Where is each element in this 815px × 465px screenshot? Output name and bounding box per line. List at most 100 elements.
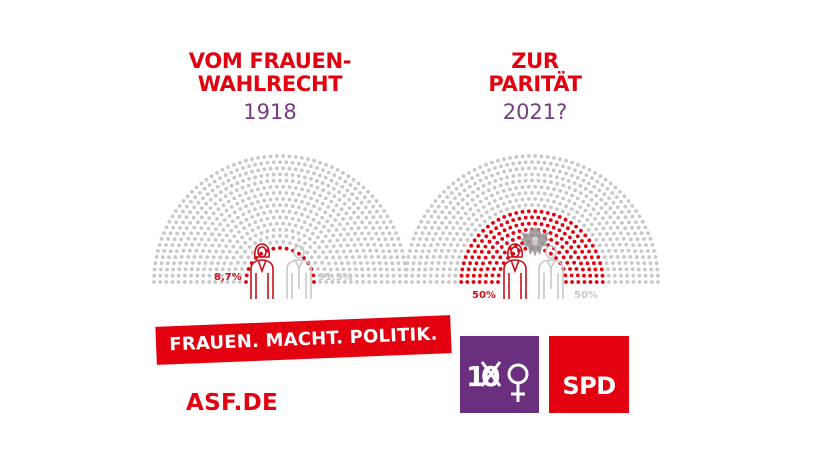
seat-men: [246, 255, 251, 260]
seat-men: [197, 191, 202, 195]
seat-men: [351, 177, 356, 182]
website-link[interactable]: ASF.DE: [186, 390, 279, 416]
seat-men: [612, 273, 617, 278]
seat-men: [567, 199, 571, 203]
seat-men: [637, 267, 641, 272]
seat-men: [345, 221, 350, 226]
seat-men: [278, 215, 282, 220]
seat-women: [517, 229, 522, 234]
seat-men: [417, 267, 421, 272]
seat-men: [236, 215, 240, 220]
seat-men: [436, 261, 441, 265]
seat-men: [302, 175, 307, 180]
seat-men: [258, 238, 263, 242]
seat-men: [238, 173, 243, 178]
seat-men: [470, 176, 474, 181]
seat-men: [307, 237, 312, 241]
seat-men: [310, 231, 315, 236]
seat-men: [414, 249, 419, 253]
right-headline-line2: PARITÄT: [488, 72, 582, 96]
seat-women: [579, 228, 583, 233]
seat-men: [612, 210, 617, 215]
seat-men: [474, 218, 479, 222]
seat-women: [505, 233, 510, 238]
seat-men: [416, 225, 421, 230]
seat-men: [630, 267, 635, 272]
seat-men: [158, 267, 163, 272]
seat-men: [243, 249, 247, 254]
right-headline-line1: ZUR: [511, 49, 559, 73]
seat-men: [296, 174, 301, 178]
seat-men: [303, 181, 308, 186]
seat-men: [287, 185, 292, 190]
seat-men: [481, 205, 486, 209]
seat-men: [326, 183, 331, 188]
seat-men: [607, 280, 611, 284]
seat-men: [271, 191, 276, 195]
seat-men: [192, 225, 197, 230]
seat-men: [505, 207, 509, 212]
seat-men: [633, 249, 637, 254]
seat-men: [227, 267, 232, 272]
seat-men: [253, 175, 258, 180]
seat-men: [309, 164, 313, 169]
seat-men: [440, 221, 444, 225]
seat-men: [572, 201, 577, 206]
seat-men: [428, 280, 433, 284]
left-headline: VOM FRAUEN- WAHLRECHT: [170, 50, 370, 96]
seat-men: [196, 231, 200, 236]
seat-men: [623, 204, 628, 209]
seat-men: [229, 205, 234, 209]
seat-men: [391, 225, 396, 230]
seat-men: [558, 201, 562, 206]
seat-men: [234, 188, 239, 193]
seat-men: [206, 237, 211, 242]
seat-men: [448, 220, 452, 225]
seat-women: [588, 280, 593, 284]
seat-men: [348, 273, 353, 278]
seat-men: [290, 229, 295, 234]
seat-men: [592, 184, 597, 189]
seat-men: [287, 209, 292, 214]
seat-men: [416, 273, 421, 278]
seat-men: [456, 210, 460, 215]
seat-men: [210, 188, 215, 193]
seat-men: [600, 216, 605, 221]
seat-men: [275, 166, 279, 171]
seat-men: [168, 231, 173, 236]
seat-men: [227, 214, 232, 218]
seat-men: [327, 228, 331, 233]
seat-men: [229, 191, 234, 196]
seat-men: [463, 211, 468, 216]
seat-men: [219, 190, 223, 195]
seat-men: [332, 194, 337, 199]
seat-men: [344, 211, 349, 216]
seat-men: [517, 204, 522, 209]
seat-men: [324, 255, 329, 260]
seat-men: [321, 188, 326, 193]
seat-men: [429, 204, 434, 208]
seat-men: [241, 179, 246, 183]
seat-men: [302, 220, 307, 225]
seat-men: [253, 207, 257, 212]
seat-men: [323, 175, 328, 180]
seat-men: [536, 203, 541, 208]
seat-men: [268, 241, 272, 246]
seat-men: [207, 183, 212, 187]
seat-men: [271, 203, 276, 208]
seat-men: [520, 197, 525, 202]
seat-men: [465, 238, 470, 242]
seat-women: [600, 273, 605, 278]
seat-men: [203, 221, 208, 225]
seat-men: [359, 200, 364, 205]
seat-men: [359, 261, 363, 265]
seat-men: [612, 267, 616, 272]
seat-men: [178, 226, 182, 230]
seat-men: [184, 215, 189, 220]
seat-women: [480, 239, 484, 243]
seat-men: [296, 231, 301, 235]
seat-men: [567, 166, 571, 170]
seat-women: [476, 244, 481, 249]
seat-men: [564, 158, 568, 163]
seat-men: [262, 167, 267, 172]
